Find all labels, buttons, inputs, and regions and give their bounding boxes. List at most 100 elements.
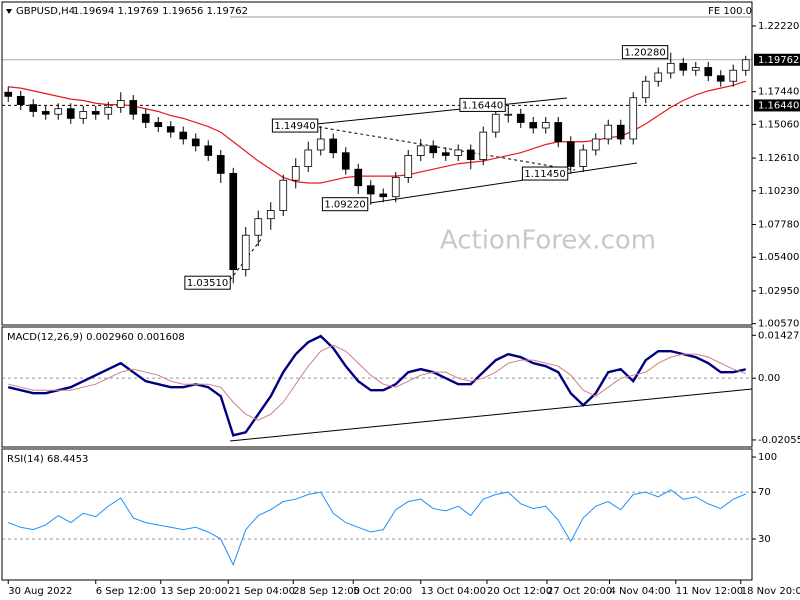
candle-body [179, 131, 188, 140]
x-tick-label: 4 Nov 04:00 [610, 586, 671, 597]
candle-body [4, 91, 13, 97]
candle-body [79, 111, 88, 119]
price-title: GBPUSD,H4 [16, 6, 75, 17]
y-tick-label: 1.15060 [758, 119, 799, 130]
price-panel [1, 1, 753, 326]
candle-body [691, 67, 700, 71]
level-box [321, 197, 369, 212]
macd-title: MACD(12,26,9) 0.002960 0.001608 [7, 332, 185, 343]
macd-trend-line [229, 388, 753, 442]
candle-body [529, 122, 538, 129]
y-tick-label: 30 [758, 534, 771, 545]
candle-body [479, 131, 488, 161]
level-label: 1.14940 [274, 121, 315, 132]
x-tick-label: 21 Sep 04:00 [228, 586, 295, 597]
level-label: 1.16440 [462, 100, 503, 111]
y-tick-label: 1.05400 [758, 252, 799, 263]
candle-body [466, 149, 475, 161]
candle-body [41, 111, 50, 115]
x-tick-label: 28 Sep 12:00 [293, 586, 360, 597]
price-subtitle: 1.19694 1.19769 1.19656 1.19762 [73, 6, 248, 17]
candle-body [329, 138, 338, 154]
x-tick-label: 20 Oct 12:00 [487, 586, 552, 597]
candle-body [541, 122, 550, 129]
x-tick-label: 11 Nov 12:00 [676, 586, 743, 597]
candle-body [66, 108, 75, 119]
candle-body [216, 155, 225, 174]
candle-body [404, 155, 413, 178]
candle-body [104, 106, 113, 115]
candle-body [254, 218, 263, 236]
price-box [754, 99, 800, 112]
candle-body [429, 145, 438, 154]
x-tick-label: 13 Sep 20:00 [161, 586, 228, 597]
level-box [621, 45, 669, 60]
fe-label: FE 100.0 [708, 6, 752, 17]
trend-line [369, 162, 638, 204]
rsi-panel [1, 448, 753, 581]
candle-body [354, 168, 363, 187]
candle-body [154, 122, 163, 128]
rsi-title: RSI(14) 68.4453 [7, 454, 88, 465]
candle-body [366, 185, 375, 195]
y-tick-label: 1.10230 [758, 186, 799, 197]
candle-body [641, 80, 650, 99]
candle-body [266, 210, 275, 220]
price-label: 1.16440 [758, 100, 799, 111]
y-tick-label: 1.02950 [758, 286, 799, 297]
x-tick-label: 18 Nov 20:00 [741, 586, 800, 597]
candle-body [116, 100, 125, 108]
x-tick-label: 27 Oct 20:00 [547, 586, 612, 597]
candle-body [241, 234, 250, 270]
candle-body [616, 124, 625, 140]
candle-body [304, 149, 313, 167]
candle-body [729, 69, 738, 82]
x-tick-label: 5 Oct 20:00 [353, 586, 412, 597]
candle-body [204, 145, 213, 156]
y-tick-label: 1.07780 [758, 219, 799, 230]
watermark: ActionForex.com [440, 226, 656, 256]
candle-body [441, 152, 450, 156]
candle-body [554, 122, 563, 143]
candle-body [654, 72, 663, 82]
candle-body [341, 152, 350, 170]
candle-body [566, 141, 575, 167]
trend-line [306, 97, 568, 126]
candle-body [91, 111, 100, 115]
candle-body [591, 138, 600, 151]
candle-body [741, 59, 750, 71]
level-label: 1.09220 [324, 200, 365, 211]
candle-body [54, 108, 63, 115]
candle-body [141, 113, 150, 123]
macd-panel [1, 326, 753, 448]
candle-body [29, 104, 38, 112]
x-tick-label: 30 Aug 2022 [8, 586, 72, 597]
level-label: 1.03510 [187, 278, 228, 289]
indicator-line [7, 334, 747, 437]
level-label: 1.20280 [624, 48, 665, 59]
candle-body [191, 138, 200, 147]
candle-body [716, 75, 725, 82]
candle-body [704, 67, 713, 77]
candle-body [504, 113, 513, 116]
candle-body [454, 149, 463, 156]
candle-body [579, 149, 588, 167]
y-tick-label: 1.00570 [758, 319, 799, 330]
candle-body [391, 177, 400, 198]
candle-body [279, 179, 288, 211]
level-box [184, 275, 231, 290]
x-tick-label: 13 Oct 04:00 [421, 586, 486, 597]
y-tick-label: 1.12610 [758, 153, 799, 164]
candle-body [291, 166, 300, 181]
y-tick-label: 1.22220 [758, 21, 799, 32]
y-tick-label: 0.014278 [758, 330, 800, 341]
indicator-line [8, 344, 746, 421]
title-icon [6, 9, 12, 14]
candle-body [629, 97, 638, 140]
candle-body [379, 193, 388, 198]
y-tick-label: 0.00 [758, 373, 780, 384]
level-box [459, 97, 506, 112]
candle-body [16, 95, 25, 106]
